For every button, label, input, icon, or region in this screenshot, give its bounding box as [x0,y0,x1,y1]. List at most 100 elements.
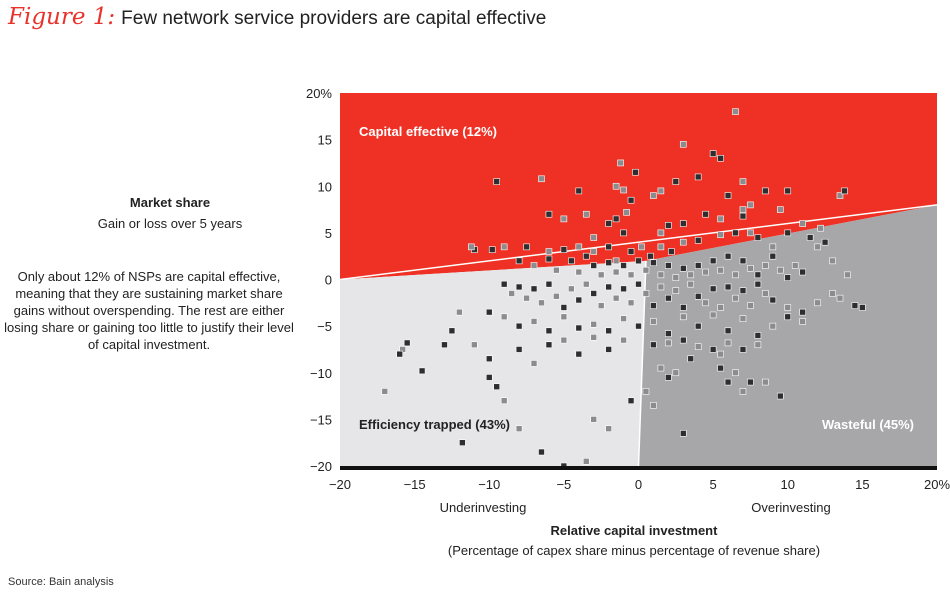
data-point [747,265,754,272]
x-tick-label: 10 [781,477,795,492]
data-point [575,243,583,251]
data-point [717,364,724,372]
data-point [538,299,545,307]
data-point [709,257,717,265]
data-point [605,327,612,335]
data-point [485,355,493,363]
data-point [687,271,695,279]
data-point [620,262,627,269]
x-tick-label: 20% [924,477,950,492]
data-point [632,168,639,176]
data-point [560,246,568,253]
data-point [493,178,501,185]
data-point [396,350,404,358]
data-point [724,339,732,347]
data-point [784,313,792,321]
data-point [642,388,650,395]
data-point [605,220,612,227]
data-point [739,178,747,185]
data-point [672,274,680,281]
data-point [679,336,687,344]
y-tick-label: 15 [318,133,332,148]
data-point [620,336,627,344]
x-side-label-overinvesting: Overinvesting [751,500,830,515]
data-point [612,215,620,223]
data-point [545,280,553,288]
data-point [724,192,732,199]
data-point [560,336,568,344]
data-point [456,308,463,316]
data-point [500,313,508,321]
data-point [814,243,821,251]
y-tick-label: −5 [317,319,332,334]
data-point [844,271,851,279]
data-point [791,262,799,269]
data-point [605,243,612,251]
data-point [762,378,769,386]
data-point [679,313,687,321]
data-point [799,308,806,316]
data-point [545,255,553,263]
data-point [553,266,560,274]
data-point [754,234,762,241]
data-point [732,369,739,377]
data-point [530,318,538,325]
data-point [538,175,545,183]
y-tick-label: 5 [325,226,332,241]
data-point [679,220,687,227]
data-point [739,388,747,395]
data-point [530,360,538,367]
data-point [635,322,642,330]
y-tick-label: −15 [310,412,332,427]
data-point [679,304,687,311]
data-point [739,346,747,353]
data-point [538,448,545,456]
x-tick-label: 15 [855,477,869,492]
data-point [657,243,665,251]
data-point [500,280,508,288]
data-point [623,209,630,216]
x-axis-title: Relative capital investment [551,523,719,538]
y-axis-subtitle: Gain or loss over 5 years [97,216,243,231]
data-point [702,299,709,307]
figure-label: Figure 1: [8,4,116,30]
data-point [702,210,709,218]
data-point [657,229,665,237]
data-point [500,243,508,251]
data-point [665,339,672,347]
data-point [650,402,657,409]
y-tick-label: −10 [310,366,332,381]
data-point [642,290,650,297]
x-tick-label: 0 [635,477,642,492]
x-side-label-underinvesting: Underinvesting [440,500,527,515]
x-tick-label: −10 [478,477,500,492]
data-point [769,296,777,304]
data-point [471,341,478,349]
data-point [806,234,814,241]
data-point [560,215,568,223]
data-point [545,210,553,218]
data-point [418,367,426,375]
data-point [650,302,657,309]
region-label-wasteful: Wasteful (45%) [822,417,914,432]
data-point [638,243,645,251]
y-tick-label: −20 [310,459,332,474]
data-point [817,224,824,232]
data-point [523,243,530,251]
data-point [776,392,784,400]
x-tick-label: −5 [556,477,571,492]
data-point [732,229,739,237]
data-point [657,364,665,372]
data-point [650,192,657,199]
region-wasteful [638,204,937,466]
y-tick-label: 20% [306,86,332,101]
data-point [762,290,769,297]
data-point [575,350,583,358]
data-point [650,259,657,267]
data-point [747,229,754,237]
data-point [784,274,792,281]
data-point [560,304,568,311]
data-point [530,285,538,293]
data-point [694,322,702,330]
data-point [836,192,844,199]
